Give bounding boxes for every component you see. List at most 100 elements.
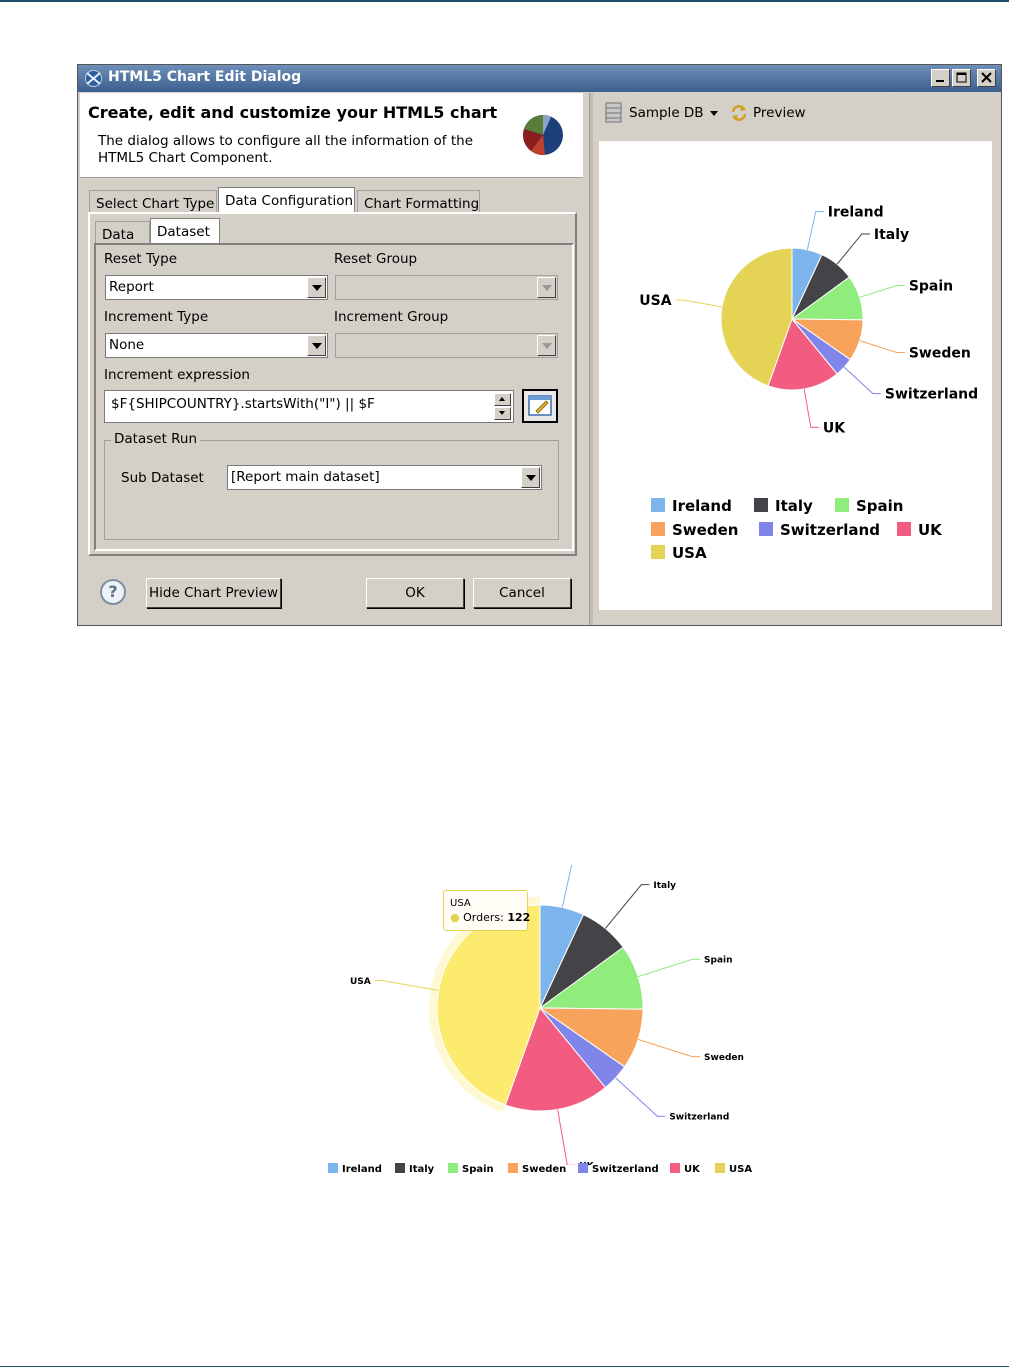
- data-label-usa: USA: [639, 293, 671, 309]
- tab-chart-formatting[interactable]: Chart Formatting: [357, 190, 480, 214]
- legend-item-usa[interactable]: USA: [715, 1163, 752, 1175]
- tab-data-configuration[interactable]: Data Configuration: [218, 187, 355, 214]
- legend-swatch: [578, 1163, 588, 1173]
- minimize-button[interactable]: [931, 69, 950, 87]
- chevron-down-icon[interactable]: [307, 277, 326, 298]
- increment-group-select[interactable]: [335, 333, 558, 358]
- app-icon: [85, 70, 102, 87]
- legend-item-ireland[interactable]: Ireland: [328, 1163, 382, 1175]
- page-bottom-rule: [0, 1366, 1009, 1367]
- cancel-button[interactable]: Cancel: [473, 578, 571, 608]
- data-label-switzerland: Switzerland: [885, 387, 978, 403]
- legend-swatch: [759, 522, 773, 536]
- tab-dataset[interactable]: Dataset: [150, 218, 220, 245]
- data-label-sweden: Sweden: [909, 345, 971, 361]
- data-label-usa: USA: [350, 977, 371, 987]
- close-button[interactable]: [977, 69, 996, 87]
- help-button[interactable]: ?: [100, 579, 126, 605]
- legend-item-italy[interactable]: Italy: [395, 1163, 434, 1175]
- maximize-button[interactable]: [952, 69, 971, 87]
- increment-expression-value: $F{SHIPCOUNTRY}.startsWith("I") || $F: [111, 396, 375, 412]
- reset-type-select[interactable]: Report: [105, 275, 328, 300]
- legend-label: Italy: [409, 1164, 435, 1175]
- dataset-panel: [94, 243, 574, 551]
- pie-slice-uk[interactable]: [767, 318, 838, 391]
- legend-swatch: [715, 1163, 725, 1173]
- dialog-titlebar[interactable]: HTML5 Chart Edit Dialog: [78, 65, 1001, 92]
- legend-swatch: [670, 1163, 680, 1173]
- dataset-run-group: Dataset Run Sub Dataset [Report main dat…: [104, 431, 559, 540]
- legend-item-switzerland[interactable]: Switzerland: [578, 1163, 659, 1175]
- sub-tab-bar: Data Dataset: [92, 218, 292, 246]
- tab-select-chart-type[interactable]: Select Chart Type: [89, 190, 217, 214]
- legend-swatch: [508, 1163, 518, 1173]
- chevron-down-icon[interactable]: [537, 335, 556, 356]
- legend-item-sweden[interactable]: Sweden: [508, 1163, 566, 1175]
- legend-label: Switzerland: [592, 1164, 659, 1175]
- ok-button[interactable]: OK: [366, 578, 464, 608]
- connector-ireland: [806, 211, 824, 250]
- legend-label: Ireland: [342, 1164, 382, 1175]
- legend-item-usa[interactable]: USA: [651, 544, 707, 562]
- legend-label: Ireland: [672, 497, 732, 515]
- dialog-header: Create, edit and customize your HTML5 ch…: [80, 93, 583, 178]
- data-label-spain: Spain: [909, 278, 953, 294]
- legend-swatch: [835, 498, 849, 512]
- legend-swatch: [448, 1163, 458, 1173]
- tab-data[interactable]: Data: [95, 221, 150, 245]
- legend-swatch: [754, 498, 768, 512]
- dataset-run-label: Dataset Run: [111, 431, 201, 447]
- spin-up-button[interactable]: [494, 393, 511, 406]
- legend-item-uk[interactable]: UK: [897, 521, 942, 539]
- connector-uk: [803, 388, 819, 428]
- reset-group-label: Reset Group: [334, 251, 418, 267]
- split-divider[interactable]: [589, 93, 593, 625]
- data-configuration-panel: [88, 212, 577, 556]
- legend-label: Sweden: [672, 521, 739, 539]
- data-source-select[interactable]: Sample DB: [629, 105, 704, 121]
- legend-item-uk[interactable]: UK: [670, 1163, 700, 1175]
- legend-item-spain[interactable]: Spain: [448, 1163, 494, 1175]
- connector-usa: [374, 980, 439, 991]
- legend-swatch: [651, 522, 665, 536]
- main-tab-bar: Select Chart Type Data Configuration Cha…: [80, 187, 580, 219]
- reset-group-select[interactable]: [335, 275, 558, 300]
- pie-slice-usa[interactable]: [720, 247, 793, 387]
- legend-item-italy[interactable]: Italy: [754, 497, 813, 515]
- increment-expression-label: Increment expression: [104, 367, 250, 383]
- legend-label: Sweden: [522, 1164, 567, 1175]
- legend-item-spain[interactable]: Spain: [835, 497, 903, 515]
- data-label-ireland: Ireland: [828, 204, 884, 220]
- chart-edit-dialog: HTML5 Chart Edit Dialog Create, edit and…: [77, 64, 1002, 626]
- chevron-down-icon[interactable]: [521, 467, 540, 488]
- sub-dataset-select[interactable]: [Report main dataset]: [227, 465, 542, 490]
- increment-expression-input[interactable]: $F{SHIPCOUNTRY}.startsWith("I") || $F: [104, 390, 514, 423]
- legend-swatch: [328, 1163, 338, 1173]
- usa-tooltip: USA ● Orders: 122: [443, 890, 530, 931]
- spin-down-button[interactable]: [494, 407, 511, 420]
- increment-type-select[interactable]: None: [105, 333, 328, 358]
- chevron-down-icon[interactable]: [537, 277, 556, 298]
- legend-item-ireland[interactable]: Ireland: [651, 497, 732, 515]
- legend-label: Switzerland: [780, 521, 880, 539]
- chevron-down-icon[interactable]: [307, 335, 326, 356]
- data-label-uk: UK: [823, 420, 846, 436]
- data-label-sweden: Sweden: [704, 1053, 744, 1063]
- preview-button[interactable]: Preview: [753, 105, 806, 121]
- reset-type-value: Report: [109, 279, 154, 295]
- hide-chart-preview-button[interactable]: Hide Chart Preview: [146, 578, 281, 608]
- chevron-down-icon[interactable]: [710, 111, 719, 117]
- help-icon: ?: [108, 582, 118, 601]
- legend-item-sweden[interactable]: Sweden: [651, 521, 738, 539]
- legend-item-switzerland[interactable]: Switzerland: [759, 521, 880, 539]
- connector-spain: [637, 958, 701, 978]
- legend-swatch: [651, 498, 665, 512]
- legend-label: Spain: [462, 1164, 494, 1175]
- connector-uk: [557, 1109, 576, 1165]
- expression-editor-button[interactable]: [522, 389, 558, 423]
- dialog-description: The dialog allows to configure all the i…: [98, 133, 474, 166]
- close-icon: [981, 72, 992, 83]
- pie-slice-uk[interactable]: [504, 1007, 607, 1112]
- pie-chart-icon: [523, 115, 563, 156]
